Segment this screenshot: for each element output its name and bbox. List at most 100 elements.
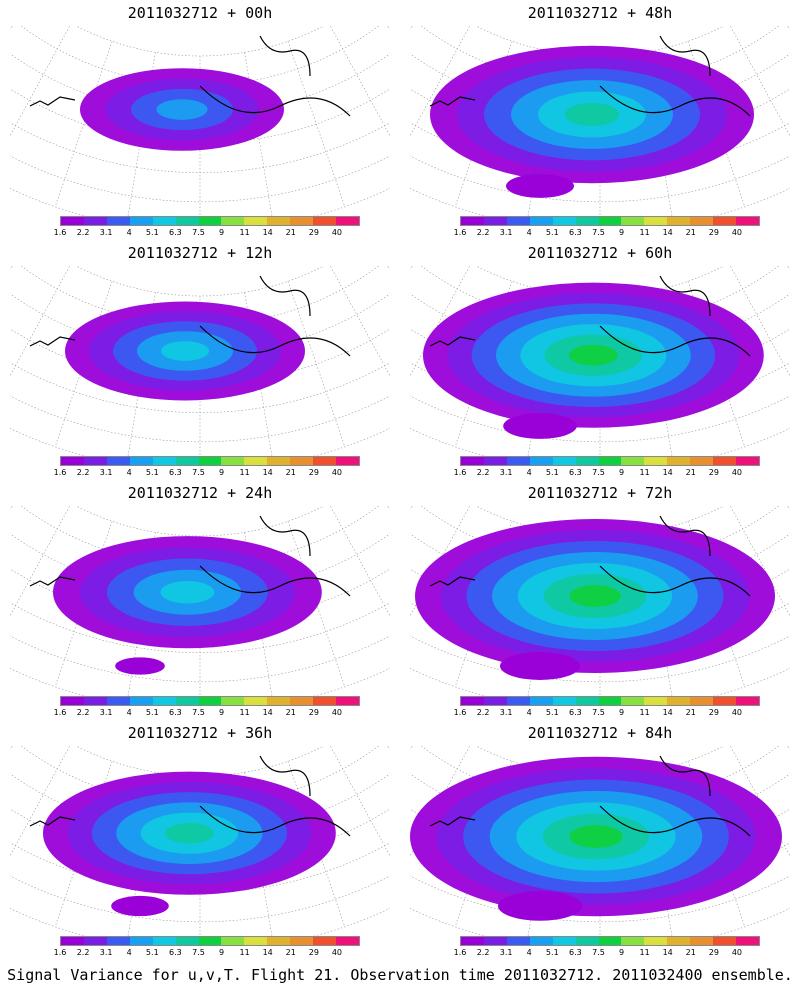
colorbar-tick-label: 6.3 bbox=[569, 708, 582, 717]
colorbar-tick-label: 14 bbox=[662, 468, 673, 477]
map-panel-72h: 2011032712 + 72h 1.6 2.2 3.1 4 5.1 6.3 7.5 9 11 1… bbox=[400, 480, 800, 720]
colorbar-swatch bbox=[644, 937, 668, 945]
longitude-line bbox=[287, 281, 346, 447]
colorbar-tick-label: 21 bbox=[685, 468, 696, 477]
map-panel-36h: 2011032712 + 36h 1.6 2.2 3.1 4 5.1 6.3 7.5 9 11 1… bbox=[0, 720, 400, 960]
colorbar-tick-label: 21 bbox=[285, 948, 296, 957]
variance-contour bbox=[498, 891, 582, 921]
colorbar-swatch bbox=[336, 937, 359, 945]
colorbar-swatch bbox=[336, 217, 359, 225]
colorbar-swatch bbox=[644, 697, 668, 705]
longitude-line bbox=[10, 506, 71, 617]
colorbar-swatch bbox=[129, 457, 153, 465]
colorbar-tick-label: 9 bbox=[618, 708, 625, 717]
polar-map bbox=[410, 26, 790, 216]
variance-field bbox=[53, 536, 322, 675]
latitude-line bbox=[21, 746, 379, 806]
colorbar-swatch bbox=[575, 697, 599, 705]
colorbar-swatch bbox=[313, 697, 337, 705]
variance-contour bbox=[165, 822, 214, 844]
colorbar-swatch bbox=[175, 937, 199, 945]
colorbar-swatch bbox=[106, 217, 130, 225]
map-panel-48h: 2011032712 + 48h 1.6 2.2 3.1 4 5.1 6.3 7.5 9 11 1… bbox=[400, 0, 800, 240]
colorbar-swatch bbox=[313, 457, 337, 465]
colorbar-swatch bbox=[552, 457, 576, 465]
colorbar-swatch bbox=[61, 457, 84, 465]
colorbar-tick-label: 29 bbox=[308, 468, 319, 477]
colorbar-swatch bbox=[575, 937, 599, 945]
colorbar-tick-label: 1.6 bbox=[453, 228, 467, 237]
colorbar-tick-label: 21 bbox=[285, 228, 296, 237]
colorbar-tick-label: 40 bbox=[731, 948, 743, 957]
longitude-line bbox=[410, 506, 471, 617]
colorbar-swatch bbox=[290, 457, 314, 465]
colorbar-swatch bbox=[244, 457, 268, 465]
colorbar-tick-label: 4 bbox=[526, 468, 532, 477]
colorbar-swatch bbox=[198, 937, 222, 945]
colorbar-swatch bbox=[244, 937, 268, 945]
variance-contour bbox=[506, 174, 574, 198]
colorbar-tick-label: 4 bbox=[126, 468, 132, 477]
latitude-line bbox=[410, 395, 790, 443]
longitude-line bbox=[10, 26, 71, 137]
colorbar bbox=[460, 456, 760, 466]
colorbar-tick-label: 5.1 bbox=[145, 708, 159, 717]
coastline bbox=[429, 515, 751, 597]
longitude-line bbox=[387, 746, 390, 750]
variance-field bbox=[415, 519, 775, 680]
latitude-line bbox=[21, 26, 379, 86]
colorbar-swatch bbox=[621, 217, 645, 225]
colorbar-swatch bbox=[83, 217, 107, 225]
colorbar-swatch bbox=[336, 457, 359, 465]
colorbar-swatch bbox=[267, 457, 291, 465]
colorbar bbox=[60, 936, 360, 946]
coastlines bbox=[29, 755, 351, 837]
latitude-line bbox=[421, 746, 779, 806]
colorbar-swatch bbox=[198, 697, 222, 705]
latitude-line bbox=[75, 506, 325, 537]
colorbar-tick-label: 29 bbox=[708, 468, 719, 477]
colorbar-swatch bbox=[667, 457, 691, 465]
colorbar-swatch bbox=[736, 217, 759, 225]
map-panel-12h: 2011032712 + 12h 1.6 2.2 3.1 4 5.1 6.3 7.5 9 11 1… bbox=[0, 240, 400, 480]
colorbar-tick-label: 3.1 bbox=[499, 468, 513, 477]
colorbar-swatch bbox=[267, 697, 291, 705]
panel-title: 2011032712 + 84h bbox=[527, 724, 673, 742]
variance-field bbox=[410, 756, 782, 921]
colorbar-swatch bbox=[129, 697, 153, 705]
colorbar-swatch bbox=[221, 457, 245, 465]
colorbar-swatch bbox=[83, 937, 107, 945]
colorbar-swatch bbox=[506, 217, 530, 225]
longitude-line bbox=[387, 266, 390, 270]
variance-contour bbox=[111, 895, 169, 917]
colorbar-tick-label: 5.1 bbox=[545, 948, 559, 957]
polar-map bbox=[10, 746, 390, 936]
map-panel-00h: 2011032712 + 00h 1.6 2.2 3.1 4 5.1 6.3 7.5 9 11 1… bbox=[0, 0, 400, 240]
colorbar-swatch bbox=[713, 217, 737, 225]
panel-title: 2011032712 + 60h bbox=[527, 244, 673, 262]
longitude-line bbox=[10, 746, 71, 857]
colorbar-tick-label: 3.1 bbox=[499, 228, 513, 237]
colorbar-labels: 1.6 2.2 3.1 4 5.1 6.3 7.5 9 11 14 21 29 40 bbox=[454, 228, 760, 240]
variance-contour bbox=[115, 657, 165, 675]
colorbar-swatch bbox=[506, 937, 530, 945]
colorbar-swatch bbox=[690, 937, 714, 945]
colorbar-tick-label: 40 bbox=[331, 948, 343, 957]
colorbar-tick-label: 11 bbox=[639, 228, 650, 237]
colorbar-tick-label: 4 bbox=[126, 948, 132, 957]
colorbar-tick-label: 40 bbox=[731, 708, 743, 717]
colorbar-tick-label: 6.3 bbox=[569, 468, 582, 477]
colorbar-tick-label: 5.1 bbox=[545, 708, 559, 717]
longitude-line bbox=[329, 746, 390, 857]
colorbar-swatch bbox=[461, 217, 484, 225]
colorbar-tick-label: 7.5 bbox=[192, 228, 205, 237]
colorbar-swatch bbox=[61, 697, 84, 705]
colorbar-swatch bbox=[621, 457, 645, 465]
colorbar-swatch bbox=[506, 697, 530, 705]
longitude-line bbox=[10, 506, 13, 510]
colorbar-tick-label: 29 bbox=[708, 228, 719, 237]
colorbar-swatch bbox=[461, 937, 484, 945]
colorbar-swatch bbox=[221, 697, 245, 705]
colorbar-tick-label: 9 bbox=[618, 468, 625, 477]
colorbar-swatch bbox=[244, 217, 268, 225]
